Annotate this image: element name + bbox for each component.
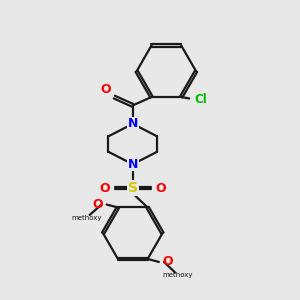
Text: O: O xyxy=(99,182,110,194)
Text: N: N xyxy=(128,158,138,171)
Text: O: O xyxy=(156,182,166,194)
Text: O: O xyxy=(163,255,173,268)
Text: S: S xyxy=(128,181,138,195)
Text: Cl: Cl xyxy=(195,93,207,106)
Text: O: O xyxy=(92,198,103,211)
Text: O: O xyxy=(100,82,111,96)
Text: methoxy: methoxy xyxy=(163,272,193,278)
Text: methoxy: methoxy xyxy=(71,215,102,221)
Text: N: N xyxy=(128,117,138,130)
